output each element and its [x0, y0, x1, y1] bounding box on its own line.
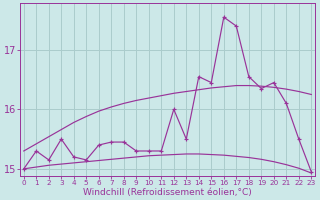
X-axis label: Windchill (Refroidissement éolien,°C): Windchill (Refroidissement éolien,°C) [83, 188, 252, 197]
